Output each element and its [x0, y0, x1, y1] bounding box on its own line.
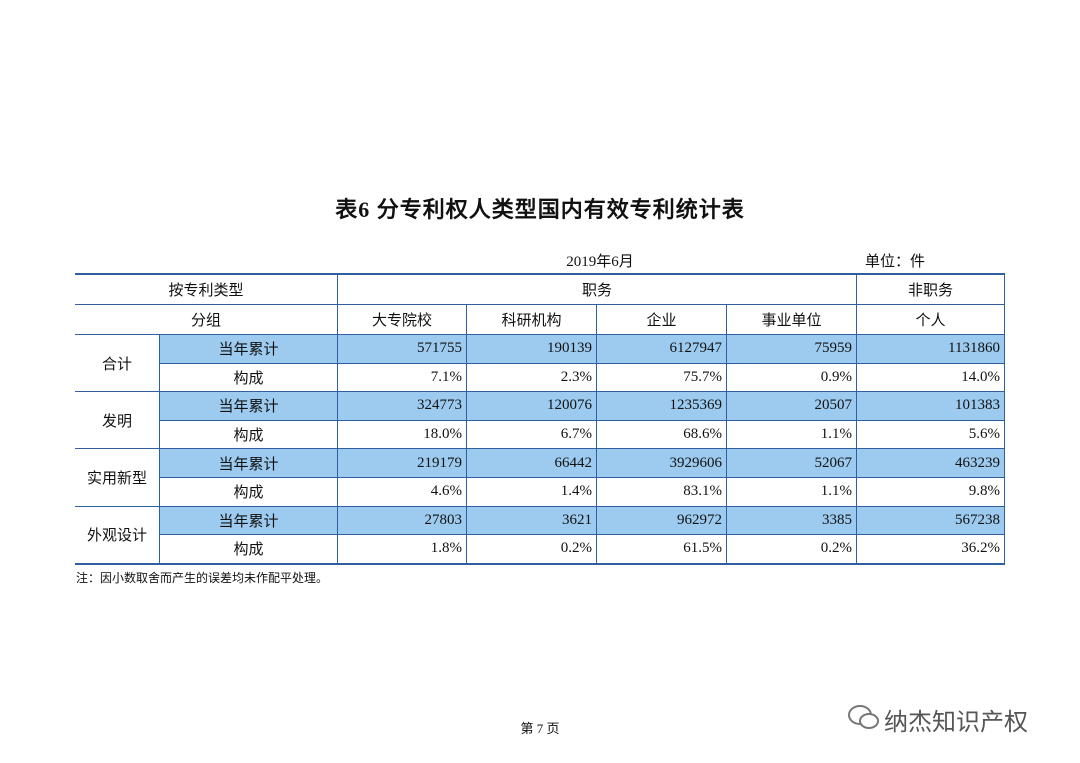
value-cell: 1.1%: [727, 478, 857, 507]
value-cell: 9.8%: [857, 478, 1005, 507]
value-cell: 2.3%: [467, 363, 597, 393]
value-cell: 1.1%: [727, 420, 857, 450]
value-cell: 1.4%: [467, 478, 597, 507]
watermark: 纳杰知识产权: [884, 708, 1028, 736]
footnote: 注：因小数取舍而产生的误差均未作配平处理。: [76, 571, 329, 585]
column-header: 事业单位: [727, 305, 857, 335]
value-cell: 101383: [857, 392, 1005, 421]
column-header: 大专院校: [338, 305, 467, 335]
value-cell: 75.7%: [597, 363, 727, 393]
value-cell: 1131860: [857, 335, 1005, 364]
header-cell: 按专利类型: [75, 275, 338, 305]
row-label: 构成: [160, 478, 338, 507]
value-cell: 68.6%: [597, 420, 727, 450]
header-cell: 非职务: [857, 275, 1005, 305]
wechat-icon: [848, 705, 879, 729]
value-cell: 120076: [467, 392, 597, 421]
value-cell: 14.0%: [857, 363, 1005, 393]
row-label: 当年累计: [160, 506, 338, 536]
row-label: 构成: [160, 420, 338, 450]
value-cell: 6.7%: [467, 420, 597, 450]
row-label: 当年累计: [160, 449, 338, 478]
group-label: 合计: [75, 335, 160, 393]
value-cell: 5.6%: [857, 420, 1005, 450]
value-cell: 0.2%: [467, 535, 597, 564]
value-cell: 20507: [727, 392, 857, 421]
page-number: 第 7 页: [520, 721, 560, 736]
value-cell: 571755: [338, 335, 467, 364]
value-cell: 3385: [727, 506, 857, 536]
value-cell: 0.9%: [727, 363, 857, 393]
value-cell: 1235369: [597, 392, 727, 421]
value-cell: 27803: [338, 506, 467, 536]
value-cell: 219179: [338, 449, 467, 478]
header-cell: 职务: [338, 275, 857, 305]
value-cell: 3621: [467, 506, 597, 536]
value-cell: 66442: [467, 449, 597, 478]
value-cell: 7.1%: [338, 363, 467, 393]
value-cell: 36.2%: [857, 535, 1005, 564]
value-cell: 567238: [857, 506, 1005, 536]
value-cell: 4.6%: [338, 478, 467, 507]
row-label: 构成: [160, 363, 338, 393]
row-label: 构成: [160, 535, 338, 564]
value-cell: 0.2%: [727, 535, 857, 564]
column-header: 个人: [857, 305, 1005, 335]
value-cell: 6127947: [597, 335, 727, 364]
value-cell: 324773: [338, 392, 467, 421]
value-cell: 3929606: [597, 449, 727, 478]
row-label: 当年累计: [160, 392, 338, 421]
value-cell: 83.1%: [597, 478, 727, 507]
value-cell: 75959: [727, 335, 857, 364]
value-cell: 190139: [467, 335, 597, 364]
value-cell: 962972: [597, 506, 727, 536]
date: 2019年6月: [566, 254, 634, 270]
table-top-border: [75, 273, 1005, 275]
value-cell: 18.0%: [338, 420, 467, 450]
table-bottom-border: [75, 562, 1005, 565]
row-label: 当年累计: [160, 335, 338, 364]
group-label: 实用新型: [75, 449, 160, 507]
value-cell: 52067: [727, 449, 857, 478]
header-cell: 分组: [75, 305, 338, 335]
group-label: 外观设计: [75, 506, 160, 564]
value-cell: 463239: [857, 449, 1005, 478]
table-title: 表6 分专利权人类型国内有效专利统计表: [335, 197, 745, 222]
unit: 单位：件: [864, 254, 925, 270]
group-label: 发明: [75, 392, 160, 450]
value-cell: 61.5%: [597, 535, 727, 564]
value-cell: 1.8%: [338, 535, 467, 564]
column-header: 企业: [597, 305, 727, 335]
table: 按专利类型 分组 职务 非职务 大专院校 科研机构 企业 事业单位 个人 合计 当年累计 571755…: [75, 273, 1005, 565]
column-header: 科研机构: [467, 305, 597, 335]
